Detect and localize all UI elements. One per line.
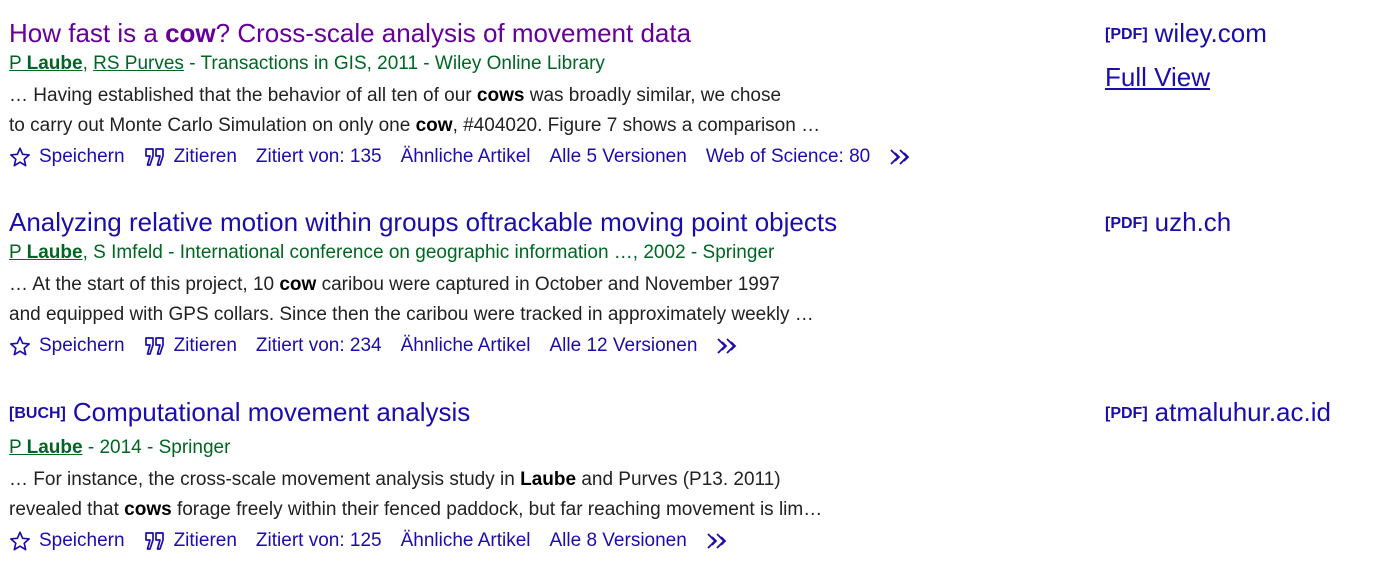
quote-icon [144, 336, 166, 356]
result-actions: Speichern Zitieren Zitiert von: 135 Ähnl… [9, 144, 1099, 170]
result-snippet: … Having established that the behavior o… [9, 85, 821, 136]
versions-link[interactable]: Alle 12 Versionen [549, 335, 698, 356]
book-tag: [BUCH] [9, 405, 66, 422]
related-articles-link[interactable]: Ähnliche Artikel [400, 530, 531, 551]
result-title-link[interactable]: Computational movement analysis [72, 397, 471, 427]
result-item: How fast is a cow? Cross-scale analysis … [9, 17, 1099, 170]
author-link[interactable]: P Laube [9, 242, 83, 263]
pdf-link[interactable]: [PDF] wiley.com [1105, 18, 1267, 48]
separator: , [82, 53, 94, 74]
result-title: Analyzing relative motion within groups … [9, 206, 1099, 238]
result-side: [PDF] atmaluhur.ac.id [1105, 396, 1385, 433]
result-actions: Speichern Zitieren Zitiert von: 234 Ähnl… [9, 333, 1099, 359]
save-button[interactable]: Speichern [9, 528, 125, 554]
result-title: How fast is a cow? Cross-scale analysis … [9, 17, 1099, 49]
result-item: [BUCH] Computational movement analysis P … [9, 396, 1099, 554]
pdf-link[interactable]: [PDF] atmaluhur.ac.id [1105, 397, 1331, 427]
result-source: - 2014 - Springer [82, 437, 231, 458]
full-view-link[interactable]: Full View [1105, 62, 1211, 92]
result-side: [PDF] wiley.com Full View [1105, 17, 1385, 93]
web-of-science-link[interactable]: Web of Science: 80 [705, 146, 871, 167]
quote-icon [144, 147, 166, 167]
result-authors: P Laube, S Imfeld - International confer… [9, 240, 1099, 266]
result-snippet: … For instance, the cross-scale movement… [9, 469, 823, 520]
result-snippet: … At the start of this project, 10 cow c… [9, 274, 814, 325]
result-authors: P Laube, RS Purves - Transactions in GIS… [9, 51, 1099, 77]
cite-button[interactable]: Zitieren [144, 144, 237, 170]
cited-by-link[interactable]: Zitiert von: 135 [255, 146, 382, 167]
result-actions: Speichern Zitieren Zitiert von: 125 Ähnl… [9, 528, 1099, 554]
author-link[interactable]: P Laube [9, 53, 83, 74]
star-outline-icon [9, 335, 31, 357]
double-chevron-icon [706, 532, 730, 550]
cited-by-link[interactable]: Zitiert von: 125 [255, 530, 382, 551]
result-source: - Transactions in GIS, 2011 - Wiley Onli… [183, 53, 605, 74]
result-source: - International conference on geographic… [162, 242, 775, 263]
star-outline-icon [9, 530, 31, 552]
cite-button[interactable]: Zitieren [144, 333, 237, 359]
double-chevron-icon [889, 148, 913, 166]
author-link[interactable]: P Laube [9, 437, 83, 458]
result-authors: P Laube - 2014 - Springer [9, 435, 1099, 461]
result-title-link[interactable]: Analyzing relative motion within groups … [9, 207, 838, 237]
result-title: [BUCH] Computational movement analysis [9, 396, 1099, 433]
related-articles-link[interactable]: Ähnliche Artikel [400, 335, 531, 356]
star-outline-icon [9, 146, 31, 168]
versions-link[interactable]: Alle 8 Versionen [549, 530, 687, 551]
result-title-link[interactable]: How fast is a cow? Cross-scale analysis … [9, 18, 692, 48]
versions-link[interactable]: Alle 5 Versionen [549, 146, 687, 167]
result-side: [PDF] uzh.ch [1105, 206, 1385, 243]
double-chevron-icon [716, 337, 740, 355]
save-button[interactable]: Speichern [9, 333, 125, 359]
cite-button[interactable]: Zitieren [144, 528, 237, 554]
more-button[interactable] [706, 532, 730, 550]
author-link[interactable]: RS Purves [93, 53, 184, 74]
save-button[interactable]: Speichern [9, 144, 125, 170]
quote-icon [144, 531, 166, 551]
more-button[interactable] [716, 337, 740, 355]
more-button[interactable] [889, 148, 913, 166]
author-name: , S Imfeld [82, 242, 163, 263]
related-articles-link[interactable]: Ähnliche Artikel [400, 146, 531, 167]
pdf-link[interactable]: [PDF] uzh.ch [1105, 207, 1232, 237]
cited-by-link[interactable]: Zitiert von: 234 [255, 335, 382, 356]
result-item: Analyzing relative motion within groups … [9, 206, 1099, 359]
